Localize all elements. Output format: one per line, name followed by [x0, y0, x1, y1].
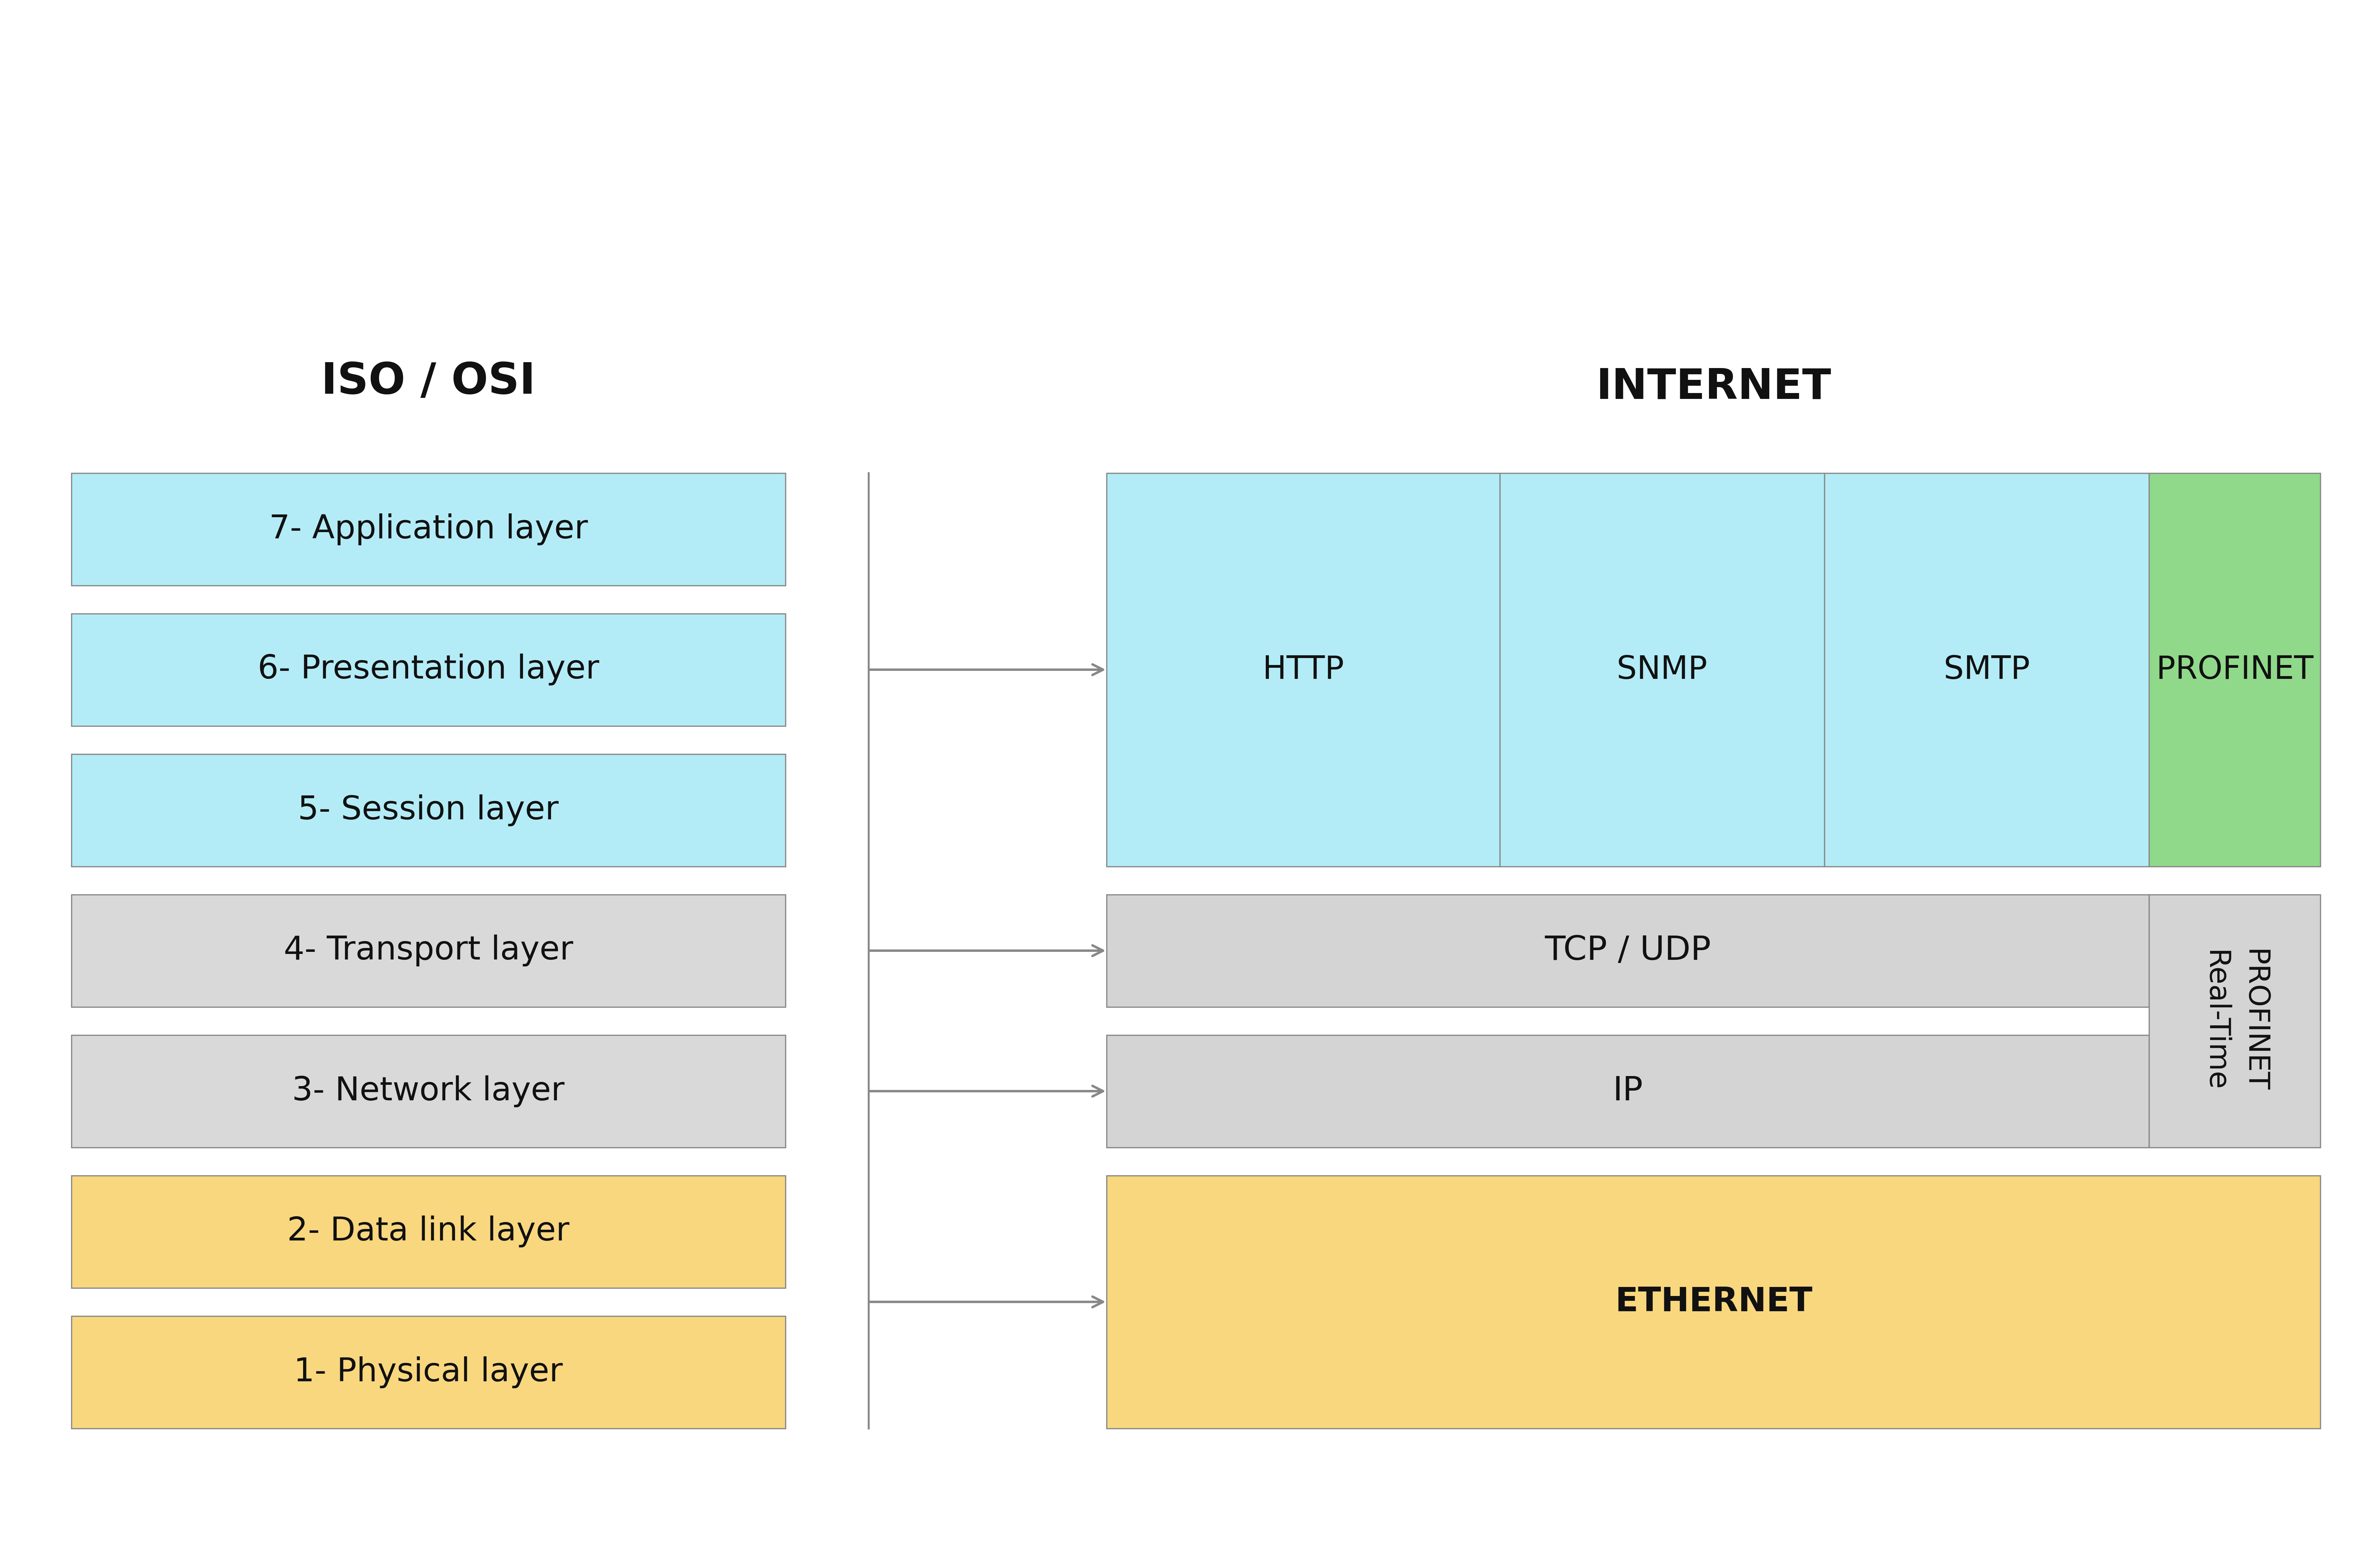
Text: 1- Physical layer: 1- Physical layer — [293, 1357, 564, 1388]
Text: ETHERNET: ETHERNET — [1616, 1286, 1811, 1317]
Text: 7- Application layer: 7- Application layer — [269, 514, 588, 545]
FancyBboxPatch shape — [1499, 473, 1825, 866]
Text: 6- Presentation layer: 6- Presentation layer — [257, 654, 600, 685]
FancyBboxPatch shape — [71, 754, 785, 866]
FancyBboxPatch shape — [71, 894, 785, 1007]
Text: PROFINET: PROFINET — [2156, 654, 2313, 685]
FancyBboxPatch shape — [2149, 473, 2320, 866]
FancyBboxPatch shape — [71, 1035, 785, 1147]
Text: 5- Session layer: 5- Session layer — [298, 795, 559, 826]
Text: SMTP: SMTP — [1944, 654, 2030, 685]
Text: HTTP: HTTP — [1261, 654, 1345, 685]
FancyBboxPatch shape — [71, 1316, 785, 1428]
Text: 4- Transport layer: 4- Transport layer — [283, 935, 574, 966]
Text: PROFINET
Real-Time: PROFINET Real-Time — [2202, 949, 2268, 1093]
Text: IP: IP — [1614, 1076, 1642, 1107]
Text: TCP / UDP: TCP / UDP — [1545, 935, 1711, 966]
Text: 3- Network layer: 3- Network layer — [293, 1076, 564, 1107]
FancyBboxPatch shape — [1107, 473, 1499, 866]
Text: INTERNET: INTERNET — [1597, 367, 1830, 407]
FancyBboxPatch shape — [71, 613, 785, 726]
FancyBboxPatch shape — [71, 1175, 785, 1288]
FancyBboxPatch shape — [1825, 473, 2149, 866]
FancyBboxPatch shape — [1107, 894, 2149, 1007]
FancyBboxPatch shape — [1107, 1175, 2320, 1428]
FancyBboxPatch shape — [1107, 1035, 2149, 1147]
FancyBboxPatch shape — [2149, 894, 2320, 1147]
Text: ISO / OSI: ISO / OSI — [321, 361, 536, 403]
Text: SNMP: SNMP — [1616, 654, 1706, 685]
FancyBboxPatch shape — [71, 473, 785, 585]
Text: 2- Data link layer: 2- Data link layer — [288, 1216, 569, 1247]
